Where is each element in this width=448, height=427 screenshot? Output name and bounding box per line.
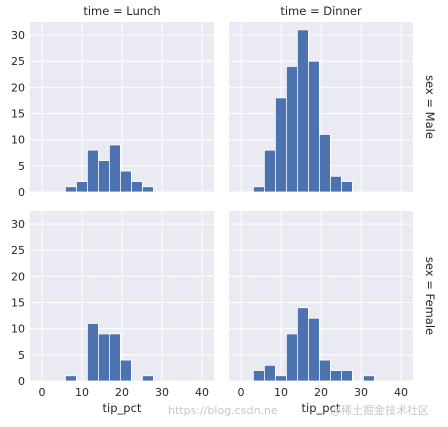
histogram-bar [274,97,287,193]
histogram-bar [329,175,342,193]
histogram-bar [285,66,298,193]
facet-panel-0: 0 5 10 15 20 25 30 time = Lunch [11,4,214,199]
histogram-bar [120,359,132,382]
y-tick-label: 0 [18,186,25,199]
x-tick-label: 20 [314,386,328,399]
facet-col-title: time = Lunch [83,4,160,18]
histogram-bar [318,134,331,193]
watermark-left: https://blog.csdn.ne [168,404,278,417]
histogram-bar [65,375,77,382]
y-tick-label: 30 [11,218,25,231]
histogram-bar [285,333,298,382]
histogram-bar [307,60,320,193]
histogram-bar [141,186,154,193]
histogram-bar [98,333,110,382]
y-tick-label: 0 [18,375,25,388]
histogram-bar [296,307,309,382]
histogram-bar [87,149,99,193]
histogram-bar [65,186,77,193]
histogram-bar [252,186,265,193]
y-tick-label: 10 [11,134,25,147]
x-tick-label: 0 [238,386,245,399]
histogram-bar [263,149,276,193]
x-tick-label: 20 [115,386,129,399]
x-tick-label: 10 [274,386,288,399]
histogram-bar [340,181,353,193]
x-axis-label: tip_pct [103,401,142,415]
histogram-bar [318,359,331,382]
histogram-bar [329,370,342,382]
y-tick-label: 20 [11,270,25,283]
facet-row-title: sex = Female [423,257,437,335]
histogram-bar [141,375,154,382]
facet-panel-2: 0 5 10 15 20 25 30 0 10 20 30 40 tip_pct [11,211,214,415]
y-tick-label: 25 [11,244,25,257]
histogram-bar [362,375,375,382]
histogram-bar [109,333,121,382]
watermark-right: @稀土掘金技术社区 [330,403,429,417]
y-tick-label: 25 [11,55,25,68]
histogram-bar [340,370,353,382]
histogram-bar [120,170,132,193]
y-tick-label: 15 [11,297,25,310]
y-tick-label: 5 [18,160,25,173]
x-tick-label: 30 [354,386,368,399]
histogram-bar [296,29,309,193]
facet-col-title: time = Dinner [280,4,362,18]
histogram-bar [130,181,143,193]
facet-panel-3: 0 10 20 30 40 tip_pct sex = Female [229,211,437,415]
y-tick-label: 15 [11,108,25,121]
histogram-bar [76,181,88,193]
facet-panel-1: time = Dinner sex = Male [229,4,437,193]
x-tick-label: 40 [394,386,408,399]
y-tick-label: 10 [11,323,25,336]
histogram-bar [307,317,320,382]
y-tick-label: 20 [11,81,25,94]
y-tick-label: 5 [18,349,25,362]
y-tick-label: 30 [11,29,25,42]
x-tick-label: 30 [155,386,169,399]
histogram-bar [109,144,121,193]
histogram-bar [87,323,99,382]
x-tick-label: 40 [195,386,209,399]
x-axis-label: tip_pct [302,401,341,415]
histogram-bar [263,364,276,382]
histogram-bar [98,160,110,193]
histogram-bar [274,375,287,382]
facet-panels: 0 5 10 15 20 25 30 time = Lunch time = Dinner sex… [11,4,437,415]
facet-row-title: sex = Male [423,75,437,139]
histogram-bar [252,370,265,382]
x-tick-label: 0 [39,386,46,399]
x-tick-label: 10 [75,386,89,399]
